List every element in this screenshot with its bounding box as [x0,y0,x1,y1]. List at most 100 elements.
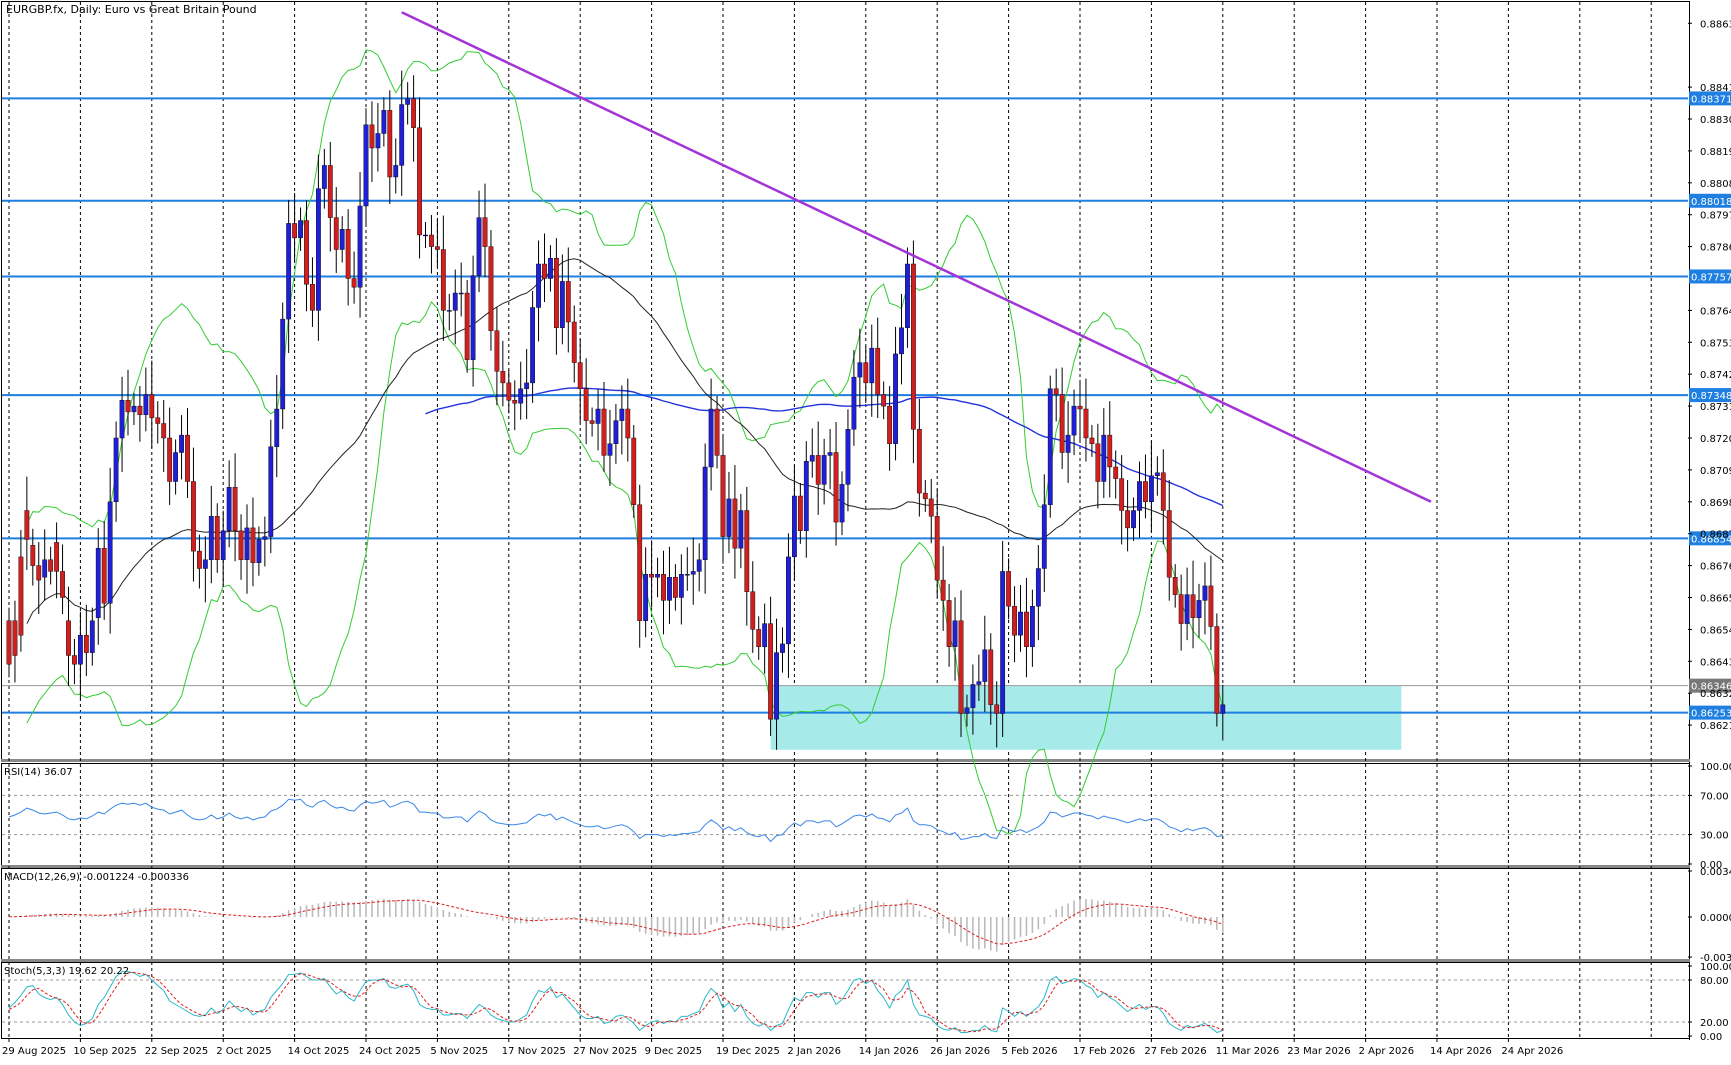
candle-bear [232,487,238,531]
sub-tick-label: 0.00 [1700,1032,1722,1043]
stoch-signal-line [8,971,1224,1033]
x-tick-label: 10 Sep 2025 [73,1046,136,1057]
x-tick-label: 11 Mar 2026 [1216,1046,1279,1057]
candle-bull [893,353,898,444]
candle-bull [667,577,672,601]
candle-bear [732,498,738,549]
candle-bull [702,466,708,561]
candle-bull [298,220,303,239]
x-tick-label: 17 Feb 2026 [1073,1046,1135,1057]
candle-bear [440,249,446,311]
stoch-main-line [8,971,1223,1034]
candle-bear [345,228,351,279]
candle-bear [934,516,940,581]
candle-bull [786,556,791,645]
rsi-panel: 100.00 70.00 30.00 0.00 [2,762,1731,871]
candle-bear [161,423,167,439]
candle-bear [196,550,202,569]
candle-bear [1119,478,1125,511]
sub-tick-label: 30.00 [1700,831,1729,842]
level-label-bg [1689,269,1731,284]
candle-bear [1006,571,1012,607]
candle-bear [571,321,577,363]
candle-bear [1053,388,1059,395]
candle-bull [809,455,815,462]
price-tick-label: 0.86980 [1700,498,1731,509]
candle-bull [1047,388,1053,505]
candle-bull [839,484,845,523]
candle-bear [1107,434,1113,468]
candle-bull [559,281,565,328]
bollinger-upper [26,49,1224,528]
candle-bear [1125,510,1131,529]
price-axis: 0.88630 0.88410 0.88300 0.88190 0.88080 0.879… [1688,19,1731,732]
stoch-title: Stoch(5,3,3) 19.62 20.22 [4,966,129,977]
stoch-panel: 100.00 80.00 20.00 0.00 [2,962,1731,1043]
candle-bear [387,110,393,178]
price-tick-label: 0.87310 [1700,402,1731,413]
price-tick-label: 0.88300 [1700,115,1731,126]
candle-bull [446,310,452,312]
candle-bull [458,292,464,295]
level-label-bg [1689,531,1731,546]
candle-bull [202,559,208,569]
macd-panel: 0.003498 0.000000 -0.003041 [8,867,1731,964]
candle-bull [696,559,702,572]
candle-bear [304,220,309,285]
candle-bear [54,542,60,572]
price-tick-label: 0.87530 [1700,338,1731,349]
candle-bull [375,133,381,149]
candle-bull [226,487,232,531]
price-tick-label: 0.86760 [1700,562,1731,573]
candle-bull [595,408,601,424]
level-label: 0.86854 [1691,534,1731,545]
candle-bull [268,446,274,537]
candle-bear [1190,594,1196,618]
candle-bear [494,330,500,372]
candle-bull [1035,568,1041,607]
horizontal-levels[interactable]: 0.88371 0.88018 0.87757 0.87348 0.86854 0.862… [2,91,1731,720]
candle-bear [768,623,774,720]
main-overlays [26,49,1224,835]
candle-bull [1029,606,1035,648]
candle-bull [726,498,732,537]
candle-bear [24,510,30,540]
candle-bear [887,405,893,445]
price-tick-label: 0.88410 [1700,83,1731,94]
candle-bull [899,327,904,355]
candle-bear [185,434,190,482]
candle-bull [143,394,149,415]
candle-bear [946,600,952,648]
candle-bear [1024,611,1029,647]
candle-bull [1184,594,1190,624]
candle-bull [476,217,482,276]
level-label-bg [1689,705,1731,720]
candle-bull [976,681,982,685]
candle-bull [1148,475,1154,503]
candle-bull [423,234,428,237]
x-tick-label: 2 Jan 2026 [787,1046,841,1057]
candle-bear [191,481,196,552]
candle-bear [1214,626,1220,714]
candle-bull [1196,600,1202,619]
candle-bull [684,574,690,576]
candle-bull [970,684,976,708]
candle-bear [60,571,65,598]
sub-tick-label: 0.000000 [1700,913,1731,924]
sub-tick-label: 100.00 [1700,962,1731,973]
candle-bull [452,292,458,311]
candle-bear [1077,405,1083,410]
candle-bear [435,246,440,250]
x-tick-label: 27 Feb 2026 [1144,1046,1206,1057]
level-label-bg [1689,91,1731,106]
sub-tick-label: 80.00 [1700,976,1729,987]
trendline-layer[interactable] [401,11,1432,503]
candle-bear [1059,394,1065,453]
candle-bear [411,98,416,128]
candle-bear [506,382,512,401]
candle-bear [417,127,422,236]
candle-bear [637,504,643,621]
candle-bull [208,516,214,560]
candle-bull [244,527,250,561]
